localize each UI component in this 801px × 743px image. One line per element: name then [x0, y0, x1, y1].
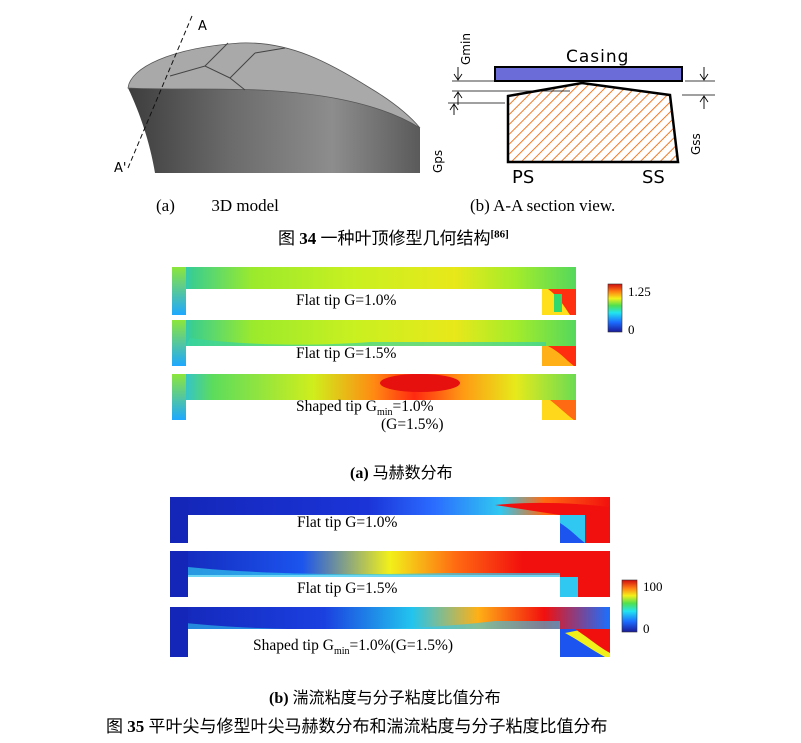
blade-section-shape — [506, 81, 680, 164]
viscosity-contour-figure — [170, 497, 638, 657]
mach-caption: (a) 马赫数分布 — [350, 465, 453, 482]
figure-34-ref: [86] — [490, 228, 509, 241]
mach-panel-flat-1-0 — [172, 267, 576, 315]
ps-label: PS — [512, 167, 534, 188]
visc-panel-shaped — [170, 607, 610, 657]
gss-label: Gss — [689, 133, 703, 155]
figure-34-prefix: 图 — [278, 229, 295, 248]
figure-35-number: 35 — [127, 717, 145, 736]
visc-colorbar — [621, 579, 638, 633]
mach-contour-figure — [172, 267, 623, 420]
visc-caption: (b) 湍流粘度与分子粘度比值分布 — [269, 690, 501, 707]
subfig-a-caption: (a) 3D model — [156, 196, 279, 216]
figure-34-caption: 图 34 一种叶顶修型几何结构[86] — [278, 224, 509, 249]
subfig-a-text: 3D model — [211, 196, 279, 215]
figure-34-title: 一种叶顶修型几何结构 — [320, 229, 491, 248]
mach-panel-1-label: Flat tip G=1.0% — [296, 292, 397, 309]
mach-colorbar — [607, 283, 623, 333]
section-marker-a-bottom: A' — [114, 161, 126, 176]
subfig-a-letter: (a) — [156, 196, 175, 215]
visc-panel-3-label: Shaped tip Gmin=1.0%(G=1.5%) — [253, 637, 454, 658]
ss-label: SS — [642, 167, 665, 188]
casing-rect — [494, 66, 683, 82]
mach-panel-flat-1-5 — [172, 320, 576, 366]
visc-panel-2-label: Flat tip G=1.5% — [297, 580, 398, 597]
mach-panel-2-label: Flat tip G=1.5% — [296, 345, 397, 362]
gmin-label: Gmin — [459, 33, 473, 65]
subfig-b-caption: (b) A-A section view. — [470, 196, 616, 215]
visc-panel-1-label: Flat tip G=1.0% — [297, 514, 398, 531]
blade-3d-model-figure: A A' — [114, 15, 421, 176]
figure-35-prefix: 图 — [106, 717, 123, 736]
figure-35-caption: 图 35 平叶尖与修型叶尖马赫数分布和湍流粘度与分子粘度比值分布 — [106, 712, 608, 737]
section-marker-a-top: A — [198, 19, 207, 34]
mach-panel-shaped — [172, 374, 576, 420]
mach-panel-3-label: Shaped tip Gmin=1.0% — [296, 398, 434, 419]
casing-label: Casing — [566, 47, 629, 67]
mach-panel-3-label-line2: (G=1.5%) — [381, 416, 444, 433]
visc-colorbar-max: 100 — [643, 579, 663, 594]
mach-colorbar-min: 0 — [628, 322, 635, 337]
visc-panel-flat-1-0 — [170, 497, 610, 543]
mach-colorbar-max: 1.25 — [628, 284, 651, 299]
figure-34-number: 34 — [299, 229, 317, 248]
figure-35-title: 平叶尖与修型叶尖马赫数分布和湍流粘度与分子粘度比值分布 — [148, 717, 608, 736]
visc-panel-flat-1-5 — [170, 551, 610, 597]
visc-colorbar-min: 0 — [643, 621, 650, 636]
gps-label: Gps — [431, 150, 445, 173]
section-view-figure: Casing Gmin Gps Gss PS SS — [431, 33, 715, 188]
